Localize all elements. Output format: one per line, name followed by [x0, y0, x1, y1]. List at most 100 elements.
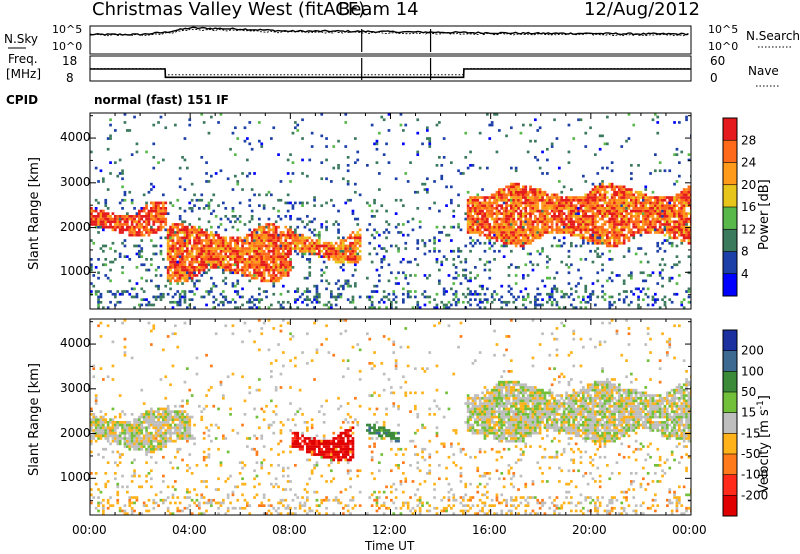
power-cell — [104, 223, 108, 226]
power-cell — [198, 271, 201, 275]
velocity-cell — [138, 485, 141, 489]
power-cell — [500, 207, 504, 210]
power-cell — [498, 225, 501, 229]
power-cell — [385, 295, 388, 299]
power-cell — [610, 209, 614, 213]
power-cell — [510, 204, 513, 207]
power-cell — [433, 241, 436, 245]
power-cell — [687, 193, 691, 197]
power-cell — [522, 220, 525, 224]
power-cell — [274, 220, 278, 224]
power-cell — [562, 204, 566, 207]
power-cell — [212, 300, 216, 304]
power-cell — [586, 231, 590, 234]
power-cell — [510, 207, 513, 210]
power-cell — [385, 306, 388, 309]
power-cell — [565, 201, 568, 205]
power-cell — [118, 223, 122, 226]
power-cell — [241, 268, 244, 272]
power-cell — [284, 252, 288, 256]
power-cell — [190, 268, 194, 272]
velocity-cell — [164, 439, 168, 443]
velocity-cell — [183, 431, 187, 435]
power-cell — [589, 215, 592, 218]
power-cell — [678, 193, 681, 197]
power-cell — [649, 204, 652, 207]
power-cell — [92, 274, 96, 277]
power-cell — [661, 284, 664, 288]
power-cell — [661, 201, 664, 205]
power-cell — [613, 185, 616, 189]
power-cell — [219, 249, 223, 253]
power-cell — [471, 204, 475, 207]
power-cell — [651, 225, 655, 229]
velocity-cell — [118, 394, 122, 397]
power-cell — [306, 249, 309, 253]
power-cell — [536, 263, 540, 267]
power-cell — [642, 225, 645, 229]
power-cell — [670, 225, 674, 229]
power-cell — [135, 142, 139, 146]
power-cell — [584, 201, 588, 205]
power-cell — [507, 300, 511, 304]
velocity-cell — [174, 480, 177, 483]
power-cell — [164, 126, 168, 130]
power-cell — [262, 268, 266, 272]
power-cell — [387, 113, 391, 116]
power-cell — [546, 207, 549, 210]
velocity-cell — [102, 421, 105, 424]
velocity-cell — [169, 383, 172, 387]
power-cell — [90, 266, 93, 269]
power-cell — [226, 260, 230, 264]
power-cell — [258, 193, 261, 197]
velocity-cell — [145, 413, 148, 416]
power-cell — [320, 225, 324, 229]
power-cell — [176, 260, 180, 264]
power-cell — [644, 217, 648, 221]
power-cell — [534, 236, 537, 240]
power-cell — [166, 247, 170, 250]
velocity-cell — [188, 415, 192, 419]
power-cell — [183, 228, 187, 232]
velocity-heatmap — [90, 319, 691, 515]
velocity-cell — [92, 434, 96, 438]
noise-panel-frame — [89, 25, 692, 55]
velocity-cell — [157, 407, 160, 411]
power-cell — [250, 263, 254, 267]
power-cell — [118, 172, 122, 175]
power-cell — [673, 196, 676, 199]
power-cell — [207, 201, 211, 205]
power-cell — [147, 190, 151, 194]
power-cell — [190, 244, 194, 248]
power-cell — [272, 255, 276, 258]
power-cell — [200, 239, 204, 242]
power-cell — [627, 212, 631, 215]
power-cell — [234, 290, 237, 293]
power-cell — [238, 201, 242, 205]
power-cell — [610, 188, 614, 191]
power-cell — [358, 228, 362, 232]
power-cell — [541, 209, 544, 213]
velocity-cell — [159, 415, 163, 419]
power-cell — [627, 239, 631, 242]
power-cell — [634, 196, 638, 199]
power-cell — [344, 279, 348, 283]
power-cell — [481, 217, 484, 221]
power-cell — [670, 236, 674, 240]
power-cell — [301, 300, 304, 304]
power-cell — [445, 306, 448, 309]
power-cell — [591, 190, 595, 194]
power-cell — [495, 201, 499, 205]
power-cell — [658, 228, 662, 232]
velocity-cell — [111, 426, 115, 430]
power-cell — [553, 217, 556, 221]
power-cell — [656, 215, 660, 218]
power-cell — [502, 207, 506, 210]
power-cell — [229, 258, 232, 261]
velocity-cell — [118, 455, 122, 459]
power-cell — [618, 233, 621, 237]
power-cell — [478, 241, 482, 245]
power-cell — [414, 190, 417, 194]
power-cell — [469, 209, 472, 213]
power-cell — [145, 215, 148, 218]
